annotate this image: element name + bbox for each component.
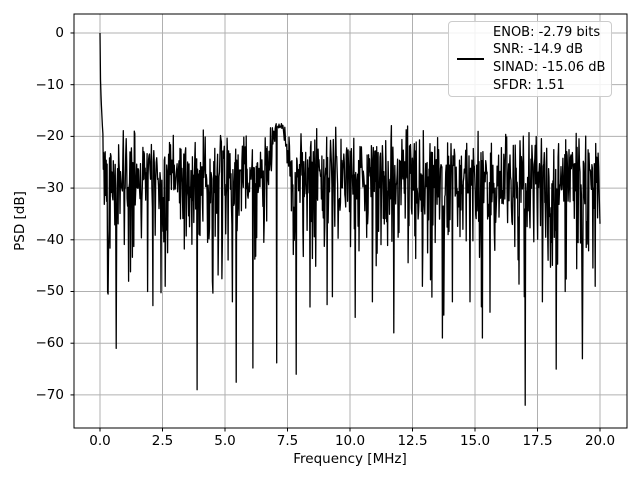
x-tick-label: 20.0 <box>584 433 616 449</box>
legend-snr: SNR: -14.9 dB <box>493 42 584 58</box>
tick-marks <box>70 32 601 432</box>
legend-enob: ENOB: -2.79 bits <box>493 24 601 40</box>
x-tick-label: 0.0 <box>89 433 111 449</box>
y-tick-label: 0 <box>55 24 64 41</box>
x-axis-label: Frequency [MHz] <box>293 451 407 467</box>
x-tick-label: 15.0 <box>459 433 491 449</box>
y-tick-label: −10 <box>35 76 65 93</box>
y-tick-label: −50 <box>35 283 65 300</box>
x-tick-label: 17.5 <box>522 433 553 449</box>
y-tick-label: −30 <box>35 180 65 197</box>
y-tick-label: −40 <box>35 231 65 248</box>
y-tick-label: −70 <box>35 386 65 403</box>
x-tick-label: 5.0 <box>214 433 236 449</box>
legend: ENOB: -2.79 bits SNR: -14.9 dB SINAD: -1… <box>448 21 612 97</box>
legend-sinad: SINAD: -15.06 dB <box>493 60 606 75</box>
x-tick-label: 12.5 <box>397 433 428 449</box>
legend-sfdr: SFDR: 1.51 <box>493 77 565 93</box>
x-tick-label: 10.0 <box>334 433 366 449</box>
x-tick-label: 2.5 <box>151 433 174 449</box>
y-tick-label: −60 <box>35 335 65 352</box>
data-series-line <box>99 32 601 406</box>
legend-line-sample <box>457 58 484 60</box>
y-tick-label: −20 <box>35 128 65 145</box>
legend-labels: ENOB: -2.79 bits SNR: -14.9 dB SINAD: -1… <box>493 24 605 94</box>
x-tick-label: 7.5 <box>276 433 299 449</box>
